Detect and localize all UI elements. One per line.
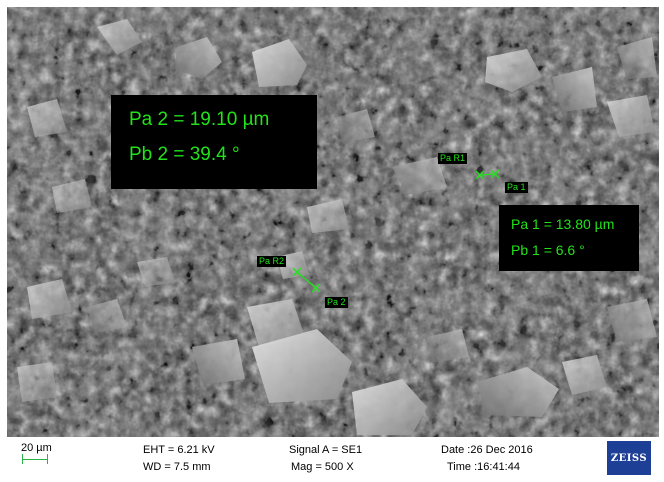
marker-pa-2: Pa 2 xyxy=(325,297,348,308)
scale-bar-label: 20 µm xyxy=(21,442,52,454)
pb1-value: Pb 1 = 6.6 ° xyxy=(511,242,585,258)
scale-bar xyxy=(22,459,48,460)
time-value: Time :16:41:44 xyxy=(447,461,520,473)
marker-pa-r1: Pa R1 xyxy=(438,153,468,164)
pa2-value: Pa 2 = 19.10 µm xyxy=(129,109,270,130)
zeiss-logo: ZEISS xyxy=(607,441,651,475)
mag-value: Mag = 500 X xyxy=(291,461,354,473)
date-value: Date :26 Dec 2016 xyxy=(441,444,533,456)
measurement-box-2: Pa 2 = 19.10 µm Pb 2 = 39.4 ° xyxy=(111,95,317,189)
wd-value: WD = 7.5 mm xyxy=(143,461,211,473)
pb2-value: Pb 2 = 39.4 ° xyxy=(129,144,240,165)
zeiss-logo-text: ZEISS xyxy=(610,452,648,464)
marker-pa-1: Pa 1 xyxy=(505,182,528,193)
scale-bar-right-tick xyxy=(47,454,48,464)
pa1-value: Pa 1 = 13.80 µm xyxy=(511,216,615,232)
measurement-box-1: Pa 1 = 13.80 µm Pb 1 = 6.6 ° xyxy=(499,205,639,271)
sem-image: Pa 2 = 19.10 µm Pb 2 = 39.4 ° Pa 1 = 13.… xyxy=(7,7,659,437)
info-data-bar: 20 µm EHT = 6.21 kV WD = 7.5 mm Signal A… xyxy=(7,437,659,482)
marker-pa-r2: Pa R2 xyxy=(257,256,287,267)
signal-value: Signal A = SE1 xyxy=(289,444,363,456)
eht-value: EHT = 6.21 kV xyxy=(143,444,215,456)
